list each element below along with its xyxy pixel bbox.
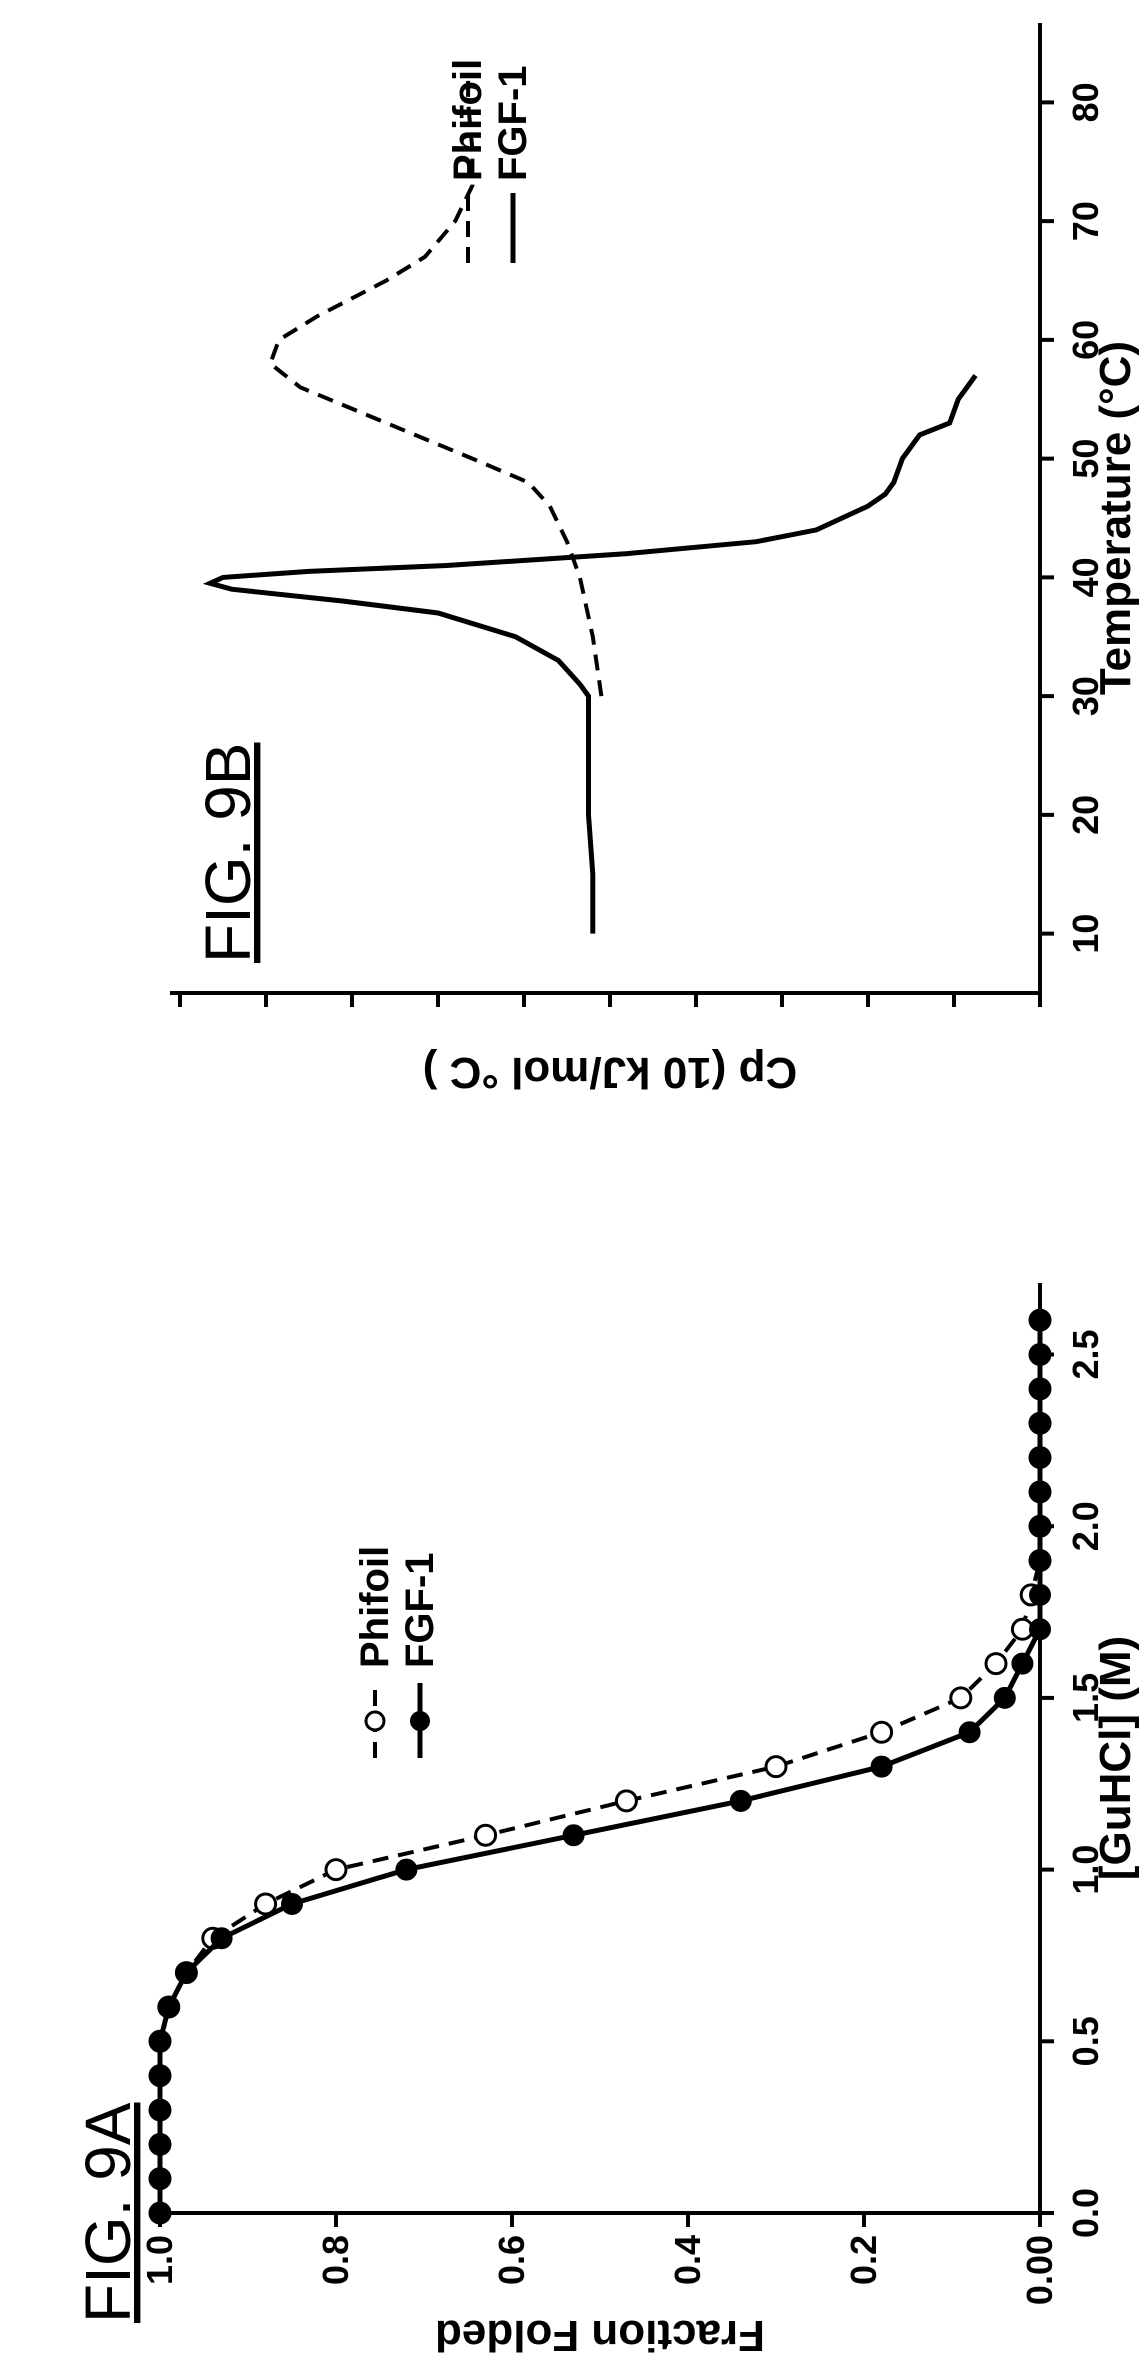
legend-9b-phifoil-label: Phifoil xyxy=(446,59,490,181)
chart-9a-point-phifoil xyxy=(254,1892,278,1916)
chart-9b-x-tick-label: 30 xyxy=(1065,676,1106,716)
chart-9a-x-tick-label: 2.0 xyxy=(1065,1501,1106,1551)
chart-9a-y-tick-label: 1.0 xyxy=(139,2235,180,2285)
chart-9b-x-tick-label: 10 xyxy=(1065,914,1106,954)
chart-9a-point-phifoil xyxy=(984,1652,1008,1676)
chart-9a-point-fgf1 xyxy=(149,2167,171,2190)
chart-9a-point-phifoil xyxy=(614,1789,638,1813)
chart-9a-point-fgf1 xyxy=(1029,1515,1051,1538)
fig-9b-title: FIG. 9B xyxy=(192,743,264,964)
chart-9a-y-tick-label: 0.2 xyxy=(843,2235,884,2285)
chart-9a-point-phifoil xyxy=(949,1686,973,1710)
chart-9b-y-axis-label: Cp (10 kJ/mol °C ) xyxy=(423,1048,798,1097)
chart-9a-point-fgf1 xyxy=(1029,1618,1051,1641)
chart-9a-point-phifoil xyxy=(764,1755,788,1779)
chart-9a-x-tick-label: 2.5 xyxy=(1065,1329,1106,1379)
chart-9b-x-tick-label: 80 xyxy=(1065,82,1106,122)
chart-9b-series-phifoil-line xyxy=(267,78,604,697)
chart-9a-y-tick-label: 0.8 xyxy=(315,2235,356,2285)
legend-9a-fgf1-label: FGF-1 xyxy=(398,1552,442,1668)
chart-9a-y-axis-label: Fraction Folded xyxy=(435,2311,765,2360)
chart-9a: 0.0 0.5 1.0 1.5 2.0 2.5 0.00 0.2 0.4 0.6 0.8 1.0 xyxy=(139,1283,1106,2305)
chart-9b: 10 20 30 40 50 60 70 80 xyxy=(170,23,1106,1007)
chart-9b-x-tick-label: 20 xyxy=(1065,795,1106,835)
chart-9a-point-fgf1 xyxy=(149,2202,171,2224)
chart-9a-x-tick-label: 1.0 xyxy=(1065,1845,1106,1895)
chart-9a-x-axis-label: [GuHCl] (M) xyxy=(1091,1636,1139,1880)
chart-9a-point-fgf1 xyxy=(1029,1412,1051,1435)
chart-9b-series-fgf1-line xyxy=(202,374,978,934)
chart-9a-point-fgf1 xyxy=(1029,1377,1051,1400)
chart-9a-point-fgf1 xyxy=(993,1686,1016,1709)
chart-9a-point-fgf1 xyxy=(562,1824,585,1847)
chart-9a-point-fgf1 xyxy=(395,1858,418,1881)
chart-9a-point-fgf1 xyxy=(281,1892,303,1915)
chart-9a-point-fgf1 xyxy=(1029,1583,1051,1606)
chart-9a-x-tick-label: 0.0 xyxy=(1065,2188,1106,2238)
chart-9a-y-tick-label: 0.4 xyxy=(667,2235,708,2285)
chart-9a-point-fgf1 xyxy=(1029,1549,1051,1572)
chart-9a-point-fgf1 xyxy=(149,2098,171,2121)
fig-9a-title: FIG. 9A xyxy=(72,2102,144,2323)
chart-9a-point-fgf1 xyxy=(1029,1309,1051,1332)
chart-9b-legend: Phifoil FGF-1 xyxy=(446,59,535,263)
chart-9a-x-tick-label: 0.5 xyxy=(1065,2016,1106,2066)
chart-9a-y-tick-label: 0.00 xyxy=(1019,2235,1060,2305)
chart-9a-series-phifoil-line xyxy=(158,1320,1042,2213)
chart-9a-point-fgf1 xyxy=(149,2064,171,2087)
chart-9a-point-fgf1 xyxy=(175,1961,198,1984)
chart-9a-point-fgf1 xyxy=(1029,1480,1051,1503)
chart-9a-point-fgf1 xyxy=(149,2133,171,2156)
chart-9a-y-tick-label: 0.6 xyxy=(491,2235,532,2285)
chart-9a-series-fgf1-line xyxy=(157,1320,1043,2213)
chart-9b-x-tick-label: 60 xyxy=(1065,320,1106,360)
chart-9a-point-fgf1 xyxy=(210,1927,233,1950)
chart-9a-point-fgf1 xyxy=(1011,1652,1034,1675)
chart-9b-x-tick-label: 70 xyxy=(1065,201,1106,241)
chart-9b-x-tick-label: 40 xyxy=(1065,557,1106,597)
chart-9a-point-fgf1 xyxy=(149,2030,171,2053)
legend-9a-phifoil-label: Phifoil xyxy=(353,1546,397,1668)
chart-9a-point-fgf1 xyxy=(157,1995,180,2018)
chart-9a-legend: Phifoil FGF-1 xyxy=(353,1546,442,1758)
chart-9a-point-fgf1 xyxy=(870,1755,893,1778)
chart-9b-x-axis-label: Temperature (°C) xyxy=(1091,341,1139,695)
chart-9b-x-tick-label: 50 xyxy=(1065,439,1106,479)
chart-9a-point-phifoil xyxy=(324,1858,348,1882)
chart-9a-point-phifoil xyxy=(870,1720,894,1744)
chart-9a-point-phifoil xyxy=(474,1823,498,1847)
chart-9a-point-fgf1 xyxy=(1029,1343,1051,1366)
chart-9a-x-tick-label: 1.5 xyxy=(1065,1673,1106,1723)
chart-9a-point-fgf1 xyxy=(729,1789,752,1812)
chart-9a-point-fgf1 xyxy=(1029,1446,1051,1469)
legend-9b-fgf1-label: FGF-1 xyxy=(491,65,535,181)
legend-9a-fgf1-marker xyxy=(410,1711,430,1731)
legend-9a-phifoil-marker xyxy=(364,1710,386,1732)
chart-9a-point-fgf1 xyxy=(958,1721,981,1744)
